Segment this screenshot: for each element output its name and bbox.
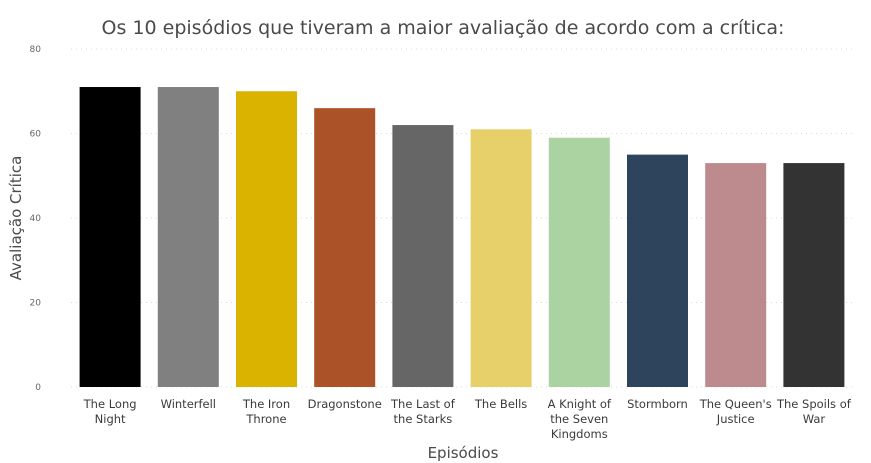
- x-category-label: The Bells: [474, 397, 527, 411]
- x-axis-labels: The Long Night Winterfell The Iron Throne Dra…: [83, 397, 852, 441]
- x-category-label: The Iron Throne: [242, 397, 290, 426]
- bar[interactable]: [392, 125, 454, 388]
- x-category-label-line: Kingdoms: [551, 427, 608, 441]
- x-category-label-line: the Starks: [394, 412, 453, 426]
- bar[interactable]: [627, 154, 688, 387]
- bars: [79, 87, 845, 388]
- y-tick-label: 80: [30, 45, 42, 55]
- bar[interactable]: [157, 87, 219, 388]
- x-category-label-line: The Spoils of: [776, 397, 852, 411]
- y-tick-label: 60: [30, 130, 42, 140]
- bar[interactable]: [314, 108, 376, 388]
- y-tick-label: 40: [30, 214, 42, 224]
- bar[interactable]: [79, 87, 141, 388]
- x-category-label-line: War: [803, 412, 826, 426]
- x-category-label-line: The Bells: [474, 397, 527, 411]
- x-category-label: Winterfell: [161, 397, 216, 411]
- x-category-label-line: The Queen's: [699, 397, 772, 411]
- bar[interactable]: [236, 91, 297, 387]
- chart-title: Os 10 episódios que tiveram a maior aval…: [102, 17, 785, 39]
- x-category-label-line: Night: [95, 412, 126, 426]
- x-category-label-line: The Iron: [242, 397, 290, 411]
- x-category-label: The Long Night: [83, 397, 137, 426]
- x-category-label-line: Justice: [716, 412, 755, 426]
- x-category-label-line: Winterfell: [161, 397, 216, 411]
- y-tick-label: 0: [35, 383, 41, 393]
- bar[interactable]: [783, 163, 845, 387]
- x-category-label: Dragonstone: [308, 397, 382, 411]
- bar[interactable]: [705, 163, 767, 387]
- x-category-label-line: the Seven: [550, 412, 608, 426]
- x-category-label: The Queen's Justice: [699, 397, 772, 426]
- x-axis-title: Episódios: [428, 444, 499, 462]
- y-axis-ticks: 0 20 40 60 80: [30, 45, 42, 393]
- y-axis-title: Avaliação Crítica: [7, 156, 25, 281]
- bar[interactable]: [548, 137, 610, 387]
- x-category-label-line: The Last of: [390, 397, 456, 411]
- x-category-label: The Last of the Starks: [390, 397, 456, 426]
- x-category-label: A Knight of the Seven Kingdoms: [548, 397, 612, 441]
- x-category-label-line: Stormborn: [627, 397, 688, 411]
- y-tick-label: 20: [30, 299, 42, 309]
- x-category-label: Stormborn: [627, 397, 688, 411]
- x-category-label: The Spoils of War: [776, 397, 852, 426]
- x-category-label-line: The Long: [83, 397, 137, 411]
- x-category-label-line: A Knight of: [548, 397, 612, 411]
- x-category-label-line: Throne: [245, 412, 286, 426]
- x-category-label-line: Dragonstone: [308, 397, 382, 411]
- bar[interactable]: [470, 129, 532, 387]
